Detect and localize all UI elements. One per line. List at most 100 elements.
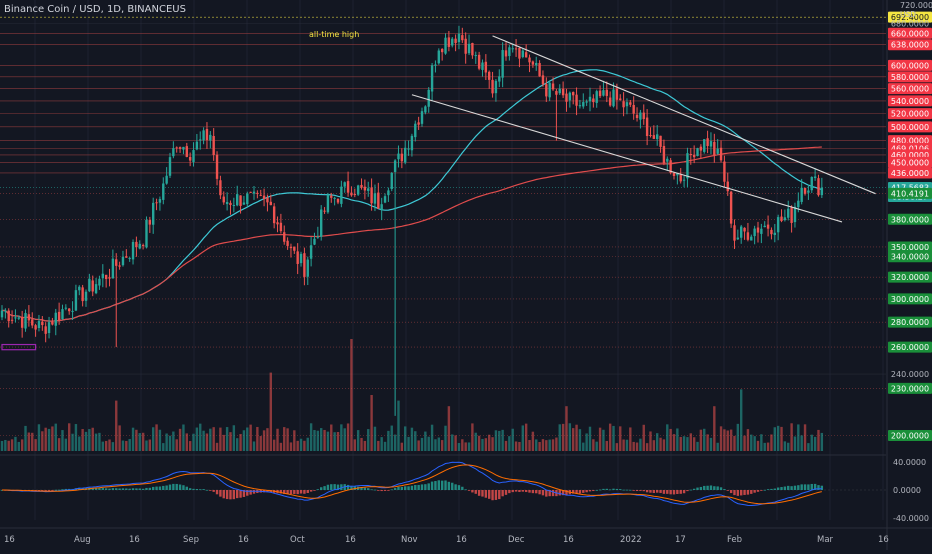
volume-bar xyxy=(299,438,303,451)
candle-body xyxy=(81,287,84,302)
price-axis-label: 600.0000 xyxy=(891,61,929,70)
candle-body xyxy=(387,190,390,196)
candle-body xyxy=(246,193,249,205)
candle-body xyxy=(578,105,582,107)
volume-bar xyxy=(306,437,309,451)
price-label-box xyxy=(888,95,932,107)
volume-bar xyxy=(817,429,820,451)
volume-bar xyxy=(578,429,582,451)
candle-body xyxy=(165,175,168,184)
x-tick-label: Mar xyxy=(817,535,834,545)
histogram-bar xyxy=(474,490,477,494)
candle-body xyxy=(484,61,488,73)
histogram-bar xyxy=(743,490,746,495)
histogram-bar xyxy=(98,488,101,490)
volume-bar xyxy=(313,430,316,451)
volume-bar xyxy=(756,440,760,451)
histogram-bar xyxy=(145,487,148,490)
volume-bar xyxy=(471,423,474,451)
volume-bar xyxy=(740,389,743,451)
candle-body xyxy=(51,321,54,325)
histogram-bar xyxy=(491,490,494,501)
candle-body xyxy=(656,134,659,140)
volume-bar xyxy=(128,439,131,451)
volume-bar xyxy=(68,423,71,451)
candle-body xyxy=(303,253,306,277)
candle-body xyxy=(262,195,266,200)
volume-bar xyxy=(283,427,286,451)
candle-body xyxy=(652,135,656,139)
volume-bar xyxy=(760,434,763,451)
candle-body xyxy=(504,50,508,57)
histogram-bar xyxy=(706,485,709,490)
volume-bar xyxy=(373,426,377,451)
histogram-bar xyxy=(360,487,363,490)
volume-bar xyxy=(279,442,283,451)
volume-bar xyxy=(393,434,397,451)
candle-body xyxy=(346,181,350,193)
candle-body xyxy=(222,196,225,203)
candle-body xyxy=(787,208,790,218)
histogram-bar xyxy=(427,483,430,490)
volume-bar xyxy=(34,439,37,451)
candle-body xyxy=(27,314,31,321)
volume-bar xyxy=(598,427,602,451)
volume-bar xyxy=(219,427,222,451)
histogram-bar xyxy=(54,489,57,491)
price-label-box xyxy=(888,241,932,253)
price-axis-label: 340.0000 xyxy=(891,253,929,262)
candle-body xyxy=(770,229,773,235)
histogram-bar xyxy=(434,481,437,490)
candle-body xyxy=(666,158,669,162)
histogram-bar xyxy=(793,485,797,490)
histogram-bar xyxy=(696,487,699,490)
candle-body xyxy=(511,48,514,50)
histogram-bar xyxy=(457,485,461,490)
histogram-bar xyxy=(820,485,824,490)
volume-bar xyxy=(531,431,535,451)
histogram-bar xyxy=(340,484,343,490)
volume-bar xyxy=(202,430,205,451)
volume-bar xyxy=(555,437,558,451)
histogram-bar xyxy=(770,488,773,490)
volume-bar xyxy=(229,432,232,451)
price-label-box xyxy=(888,293,932,305)
trendline xyxy=(411,94,843,223)
histogram-bar xyxy=(380,490,383,492)
histogram-bar xyxy=(615,488,619,490)
candle-body xyxy=(807,190,810,193)
histogram-bar xyxy=(686,490,689,492)
histogram-bar xyxy=(558,490,561,496)
candle-body xyxy=(669,160,672,173)
candle-body xyxy=(645,117,649,137)
volume-bar xyxy=(787,442,790,451)
candle-body xyxy=(373,193,377,204)
candle-body xyxy=(605,89,608,96)
price-axis-label: 280.0000 xyxy=(891,318,929,327)
price-axis-label: 200.0000 xyxy=(891,431,929,440)
candle-body xyxy=(205,128,209,141)
candle-body xyxy=(383,196,387,203)
histogram-bar xyxy=(454,484,457,490)
candle-body xyxy=(350,192,353,196)
histogram-bar xyxy=(420,484,424,490)
volume-bar xyxy=(125,440,128,451)
candle-body xyxy=(121,256,125,266)
volume-bar xyxy=(692,437,696,451)
histogram-bar xyxy=(676,490,679,494)
volume-bar xyxy=(326,431,330,451)
candle-body xyxy=(283,232,286,242)
candle-body xyxy=(367,188,370,191)
candle-body xyxy=(733,225,736,241)
volume-bar xyxy=(64,438,68,451)
candle-body xyxy=(249,191,252,193)
histogram-bar xyxy=(605,488,608,490)
histogram-bar xyxy=(662,490,666,494)
volume-bar xyxy=(10,439,14,451)
histogram-bar xyxy=(494,490,498,500)
histogram-bar xyxy=(393,488,397,490)
volume-bar xyxy=(195,427,199,451)
candle-body xyxy=(706,138,709,147)
price-label-box xyxy=(888,316,932,328)
